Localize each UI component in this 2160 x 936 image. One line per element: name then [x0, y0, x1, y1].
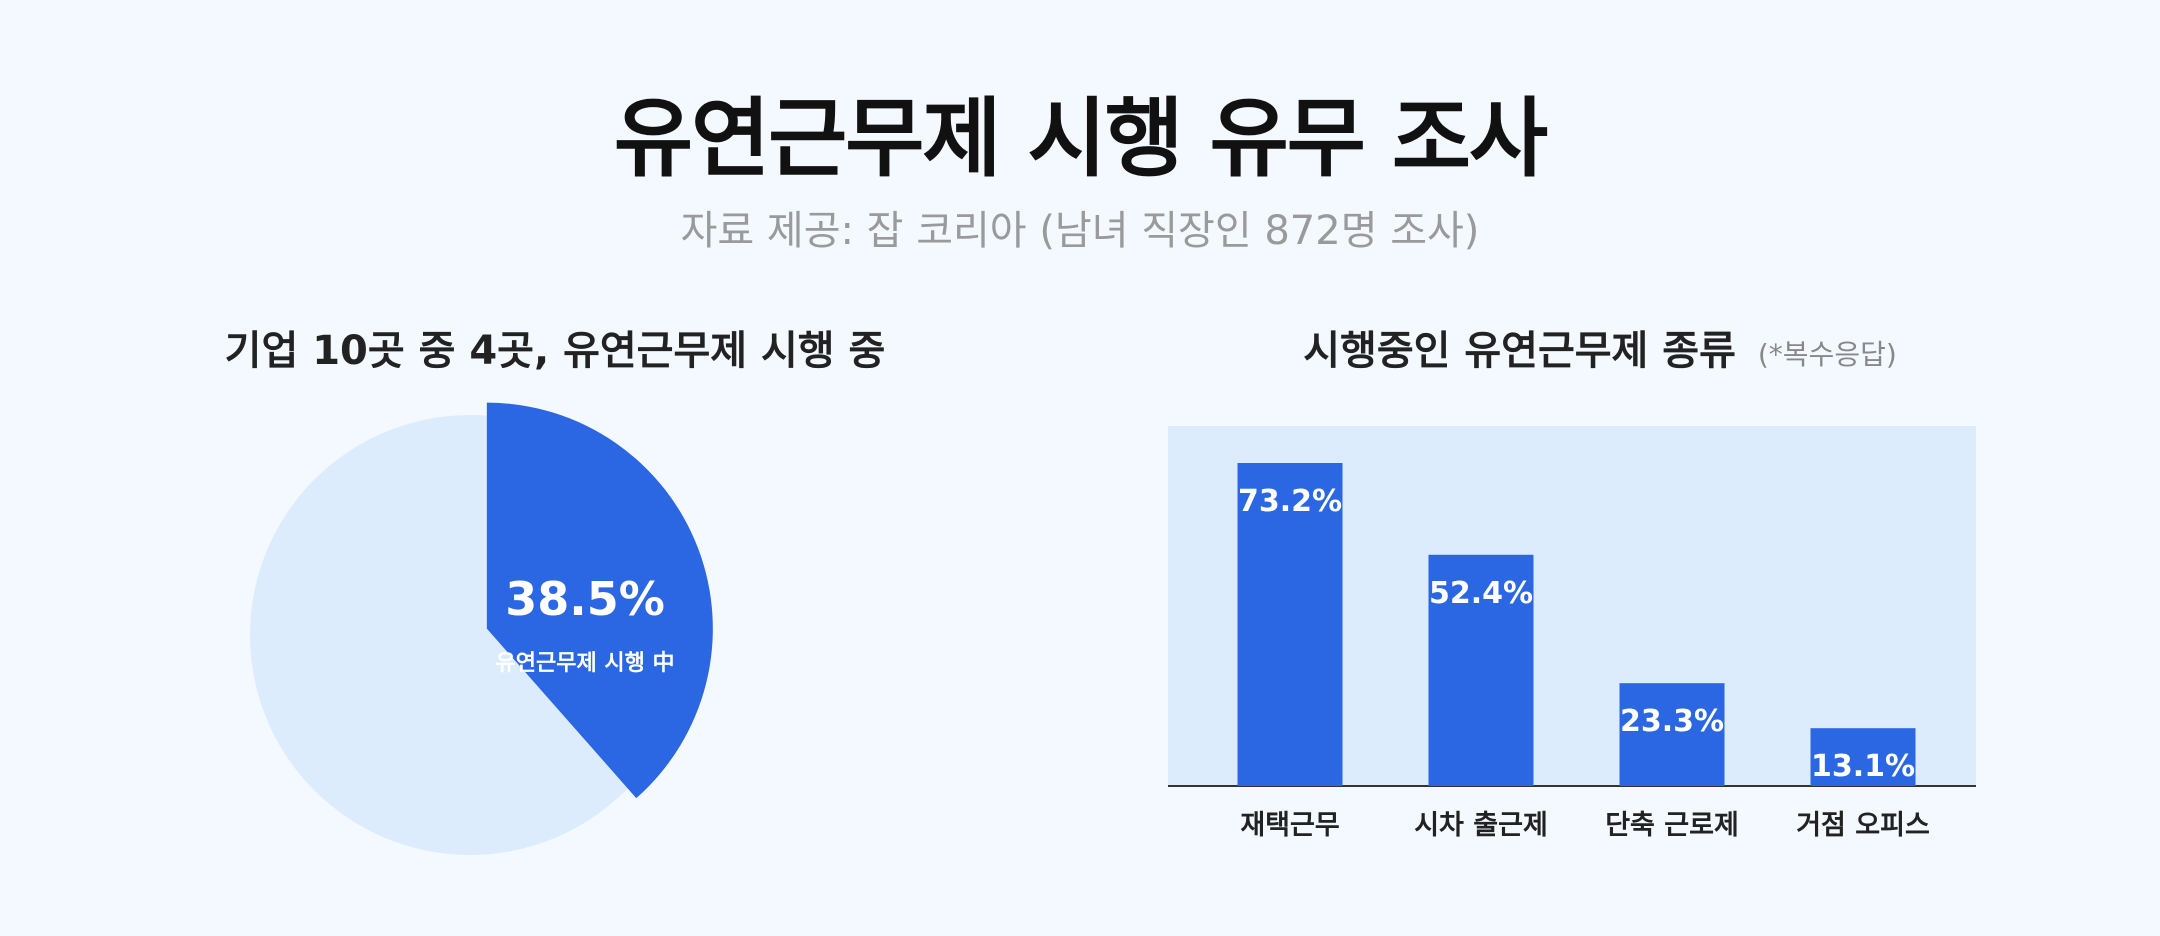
- bar: [1619, 683, 1725, 786]
- page-title: 유연근무제 시행 유무 조사: [613, 89, 1548, 189]
- page-subtitle: 자료 제공: 잡 코리아 (남녀 직장인 872명 조사): [680, 208, 1480, 254]
- pie-chart: 38.5% 유연근무제 시행 中: [250, 402, 713, 855]
- bar: [1428, 554, 1534, 786]
- bar-chart-heading: 시행중인 유연근무제 종류: [1303, 328, 1736, 374]
- pie-value-label: 38.5%: [505, 572, 665, 626]
- bar-category-label: 재택근무: [1240, 810, 1339, 841]
- pie-slice-label: 유연근무제 시행 中: [496, 651, 675, 676]
- pie-chart-title: 기업 10곳 중 4곳, 유연근무제 시행 중: [0, 318, 1110, 376]
- bar-category-label: 단축 근로제: [1605, 810, 1739, 841]
- bar-chart-note: (*복수응답): [1757, 338, 1897, 371]
- pie-slice-flexible-work: [486, 402, 713, 799]
- bar-category-label: 시차 출근제: [1414, 810, 1548, 841]
- bar-value-label: 73.2%: [1238, 484, 1342, 519]
- pie-chart-heading: 기업 10곳 중 4곳, 유연근무제 시행 중: [224, 328, 886, 374]
- bar: [1810, 728, 1916, 786]
- bar-value-label: 52.4%: [1429, 576, 1533, 611]
- bar-value-label: 13.1%: [1811, 749, 1915, 784]
- bar-chart: 73.2% 재택근무 52.4% 시차 출근제 23.3% 단축 근로제 13.1% 거점 오…: [1168, 426, 1976, 841]
- bar-value-label: 23.3%: [1620, 704, 1724, 739]
- bar-category-label: 거점 오피스: [1796, 810, 1930, 841]
- bar-chart-title: 시행중인 유연근무제 종류 (*복수응답): [1160, 318, 2040, 376]
- bar: [1237, 463, 1343, 786]
